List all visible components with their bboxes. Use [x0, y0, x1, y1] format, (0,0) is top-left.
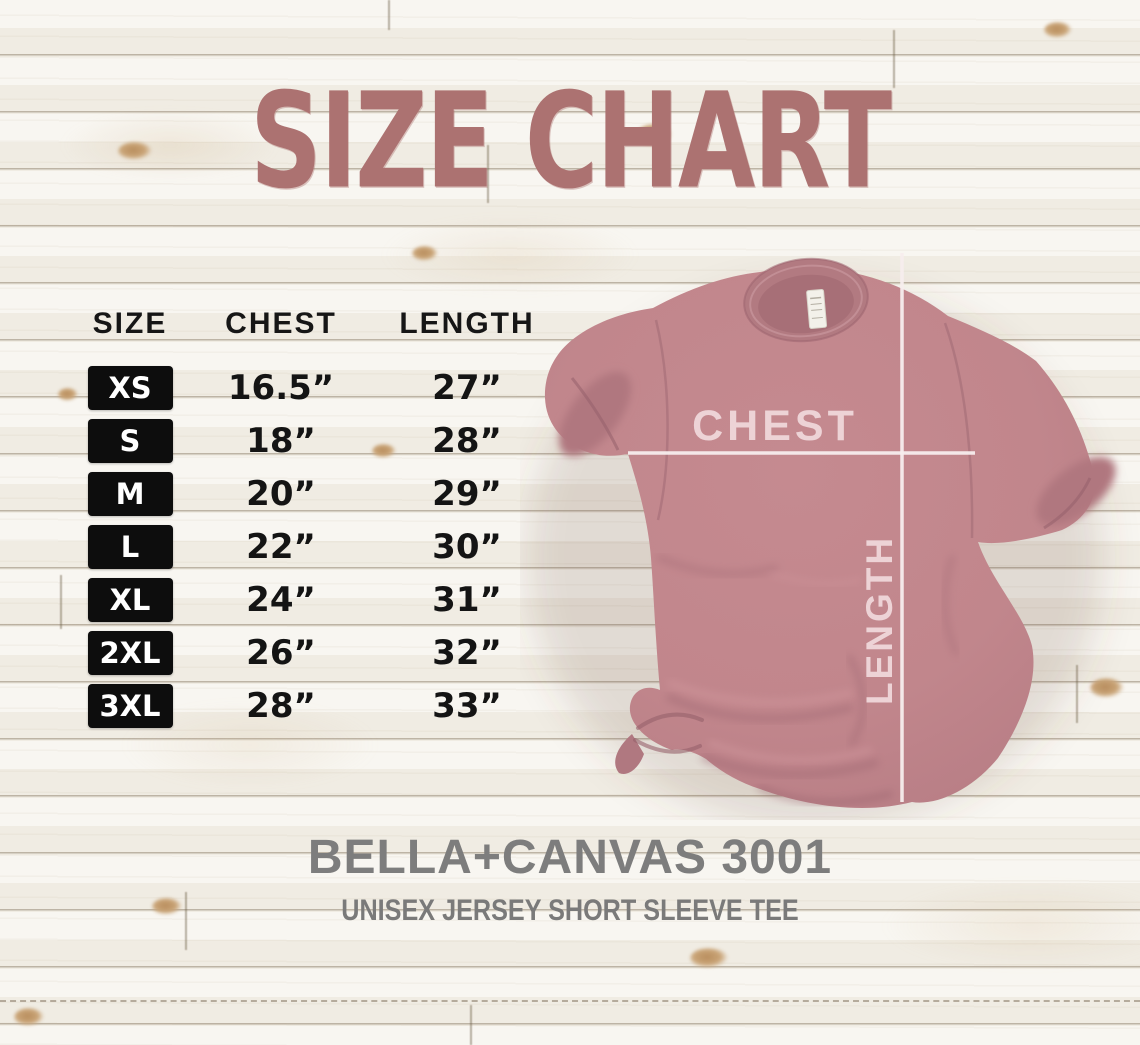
- chest-value: 20”: [246, 474, 316, 514]
- size-table-rows: XS 16.5” 27” S 18” 28” M 20” 29” L 22” 3…: [75, 366, 557, 728]
- shirt-graphic: CHEST LENGTH: [527, 253, 1116, 830]
- table-row: S 18” 28”: [75, 419, 557, 463]
- table-row: L 22” 30”: [75, 525, 557, 569]
- plank-seam: [0, 1000, 1140, 1002]
- collar-tag: [806, 288, 828, 329]
- product-subtitle: UNISEX JERSEY SHORT SLEEVE TEE: [341, 894, 799, 927]
- chest-value: 22”: [246, 527, 316, 567]
- length-value: 29”: [432, 474, 502, 514]
- armhole-seams: [654, 319, 974, 539]
- size-badge: 2XL: [87, 631, 173, 675]
- wood-knot: [1044, 22, 1072, 38]
- size-badge: L: [87, 525, 173, 569]
- table-row: M 20” 29”: [75, 472, 557, 516]
- length-label: LENGTH: [859, 535, 900, 705]
- size-badge: S: [87, 419, 173, 463]
- chest-value: 18”: [246, 421, 316, 461]
- length-value: 31”: [432, 580, 502, 620]
- size-badge: 3XL: [87, 684, 173, 728]
- size-badge: M: [87, 472, 173, 516]
- page-title: SIZE CHART: [249, 63, 892, 219]
- collar: [743, 257, 869, 343]
- plank-joint: [1076, 665, 1078, 723]
- chest-value: 26”: [246, 633, 316, 673]
- wood-knot: [14, 1008, 44, 1026]
- length-value: 28”: [432, 421, 502, 461]
- fabric-folds: [633, 554, 959, 806]
- plank-joint: [470, 1005, 472, 1045]
- shirt-body: [544, 267, 1095, 809]
- wood-knot: [412, 246, 438, 261]
- plank-joint: [487, 145, 489, 203]
- size-table-header: SIZE CHEST LENGTH: [75, 303, 557, 345]
- plank-joint: [60, 575, 62, 629]
- chest-value: 24”: [246, 580, 316, 620]
- plank-joint: [185, 892, 187, 950]
- size-badge: XS: [87, 366, 173, 410]
- table-row: XS 16.5” 27”: [75, 366, 557, 410]
- table-row: XL 24” 31”: [75, 578, 557, 622]
- sleeve-cuffs: [558, 371, 1116, 530]
- length-value: 33”: [432, 686, 502, 726]
- size-table: SIZE CHEST LENGTH XS 16.5” 27” S 18” 28”…: [75, 303, 557, 728]
- plank-joint: [388, 0, 390, 30]
- table-row: 3XL 28” 33”: [75, 684, 557, 728]
- chest-value: 28”: [246, 686, 316, 726]
- tshirt-photo: CHEST LENGTH: [520, 228, 1140, 830]
- wood-knot: [690, 948, 728, 968]
- product-name: BELLA+CANVAS 3001: [307, 831, 833, 884]
- measurement-lines: [628, 253, 975, 802]
- header-length: LENGTH: [399, 307, 535, 340]
- plank-joint: [893, 30, 895, 88]
- header-chest: CHEST: [225, 307, 337, 340]
- size-badge: XL: [87, 578, 173, 622]
- table-row: 2XL 26” 32”: [75, 631, 557, 675]
- chest-value: 16.5”: [227, 368, 335, 408]
- knot-tail: [615, 734, 644, 774]
- length-value: 32”: [432, 633, 502, 673]
- length-value: 27”: [432, 368, 502, 408]
- length-value: 30”: [432, 527, 502, 567]
- chest-label: CHEST: [692, 402, 858, 450]
- header-size: SIZE: [92, 307, 168, 340]
